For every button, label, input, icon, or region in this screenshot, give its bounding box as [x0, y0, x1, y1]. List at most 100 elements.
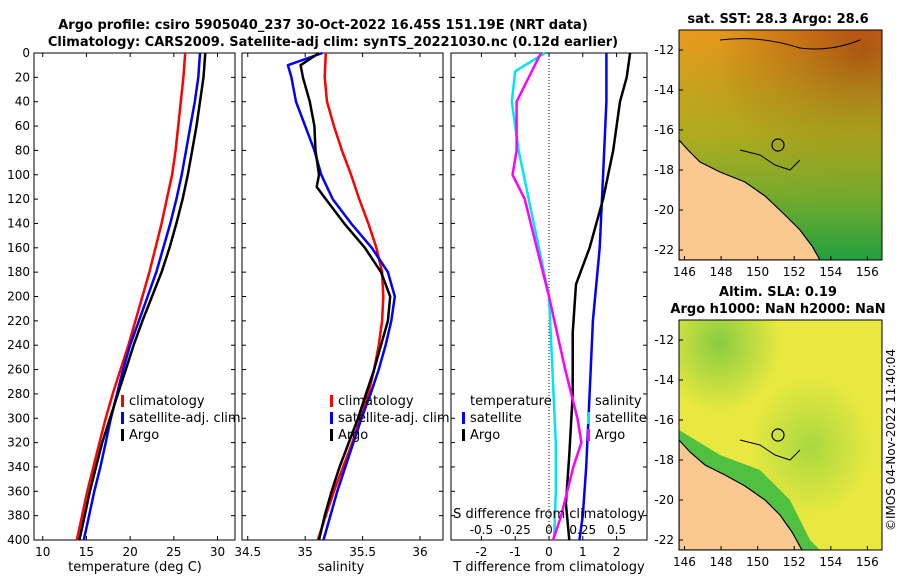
series-satellite-adj-clim [82, 52, 202, 541]
legend-argo-label: Argo [338, 428, 368, 443]
lat-tick-label: -14 [654, 83, 674, 97]
legend-t-argo-label: Argo [470, 428, 500, 443]
lon-tick-label: 150 [746, 265, 769, 279]
lat-tick-label: -16 [654, 123, 674, 137]
legend-t-satellite-swatch [462, 412, 465, 424]
sla-map-panel: Altim. SLA: 0.19 Argo h1000: NaN h2000: … [654, 285, 885, 569]
depth-tick-labels: 0 20 40 60 80 100 120 140 160 180 200 220 240 260 280 3… [7, 46, 235, 547]
s-diff-tick-label: -0.5 [470, 523, 493, 537]
legend-satellite-label: satellite-adj. clim [338, 411, 450, 426]
x-tick-label: -1 [509, 545, 521, 559]
t-difference-tick-labels: -2 -1 0 1 2 [451, 52, 647, 559]
x-tick-label: 1 [579, 545, 587, 559]
difference-series [510, 51, 632, 541]
legend-climatology-swatch [330, 395, 333, 407]
lat-tick-label: -18 [654, 163, 674, 177]
lon-tick-label: 146 [673, 555, 696, 569]
lon-tick-label: 156 [856, 265, 879, 279]
sst-field [679, 30, 882, 260]
series-t-satellite [578, 53, 608, 541]
s-difference-xlabel: S difference from climatology [453, 507, 645, 522]
sla-latitude-labels: -12 -14 -16 -18 -20 -22 [654, 333, 683, 547]
x-tick-label: 15 [79, 545, 94, 559]
sst-latitude-labels: -12 -14 -16 -18 -20 -22 [654, 43, 683, 257]
temperature-xlabel: temperature (deg C) [68, 560, 202, 575]
imos-credit: ©IMOS 04-Nov-2022 11:40:04 [884, 349, 898, 531]
lat-tick-label: -22 [654, 243, 674, 257]
legend-argo-label: Argo [129, 428, 159, 443]
legend-climatology-label: climatology [338, 394, 414, 409]
lat-tick-label: -18 [654, 453, 674, 467]
y-tick-label: 140 [7, 216, 30, 230]
y-tick-label: 280 [7, 387, 30, 401]
lon-tick-label: 156 [856, 555, 879, 569]
sla-longitude-labels: 146 148 150 152 154 156 [673, 546, 879, 569]
lon-tick-label: 154 [819, 555, 842, 569]
series-s-satellite [510, 51, 558, 541]
legend-t-satellite-label: satellite [470, 411, 522, 426]
sst-map-frame [678, 29, 883, 261]
y-tick-label: 240 [7, 338, 30, 352]
reef-outline [739, 149, 801, 171]
series-climatology [316, 52, 385, 541]
lon-tick-label: 150 [746, 555, 769, 569]
y-tick-label: 380 [7, 509, 30, 523]
temperature-legend: climatology satellite-adj. clim Argo [121, 394, 241, 443]
x-tick-label: 10 [35, 545, 50, 559]
y-tick-label: 160 [7, 241, 30, 255]
lon-tick-label: 146 [673, 265, 696, 279]
y-tick-label: 320 [7, 436, 30, 450]
t-difference-xlabel: T difference from climatology [452, 560, 645, 575]
x-tick-label: 35.5 [349, 545, 376, 559]
s-diff-tick-label: 0 [545, 523, 553, 537]
x-tick-label: 2 [613, 545, 621, 559]
lat-tick-label: -16 [654, 413, 674, 427]
y-tick-label: 180 [7, 265, 30, 279]
figure-title-line1: Argo profile: csiro 5905040_237 30-Oct-2… [58, 18, 588, 33]
sst-map-title: sat. SST: 28.3 Argo: 28.6 [687, 12, 868, 27]
sla-map-frame [678, 319, 883, 551]
legend-argo-swatch [330, 429, 333, 441]
lon-tick-label: 152 [783, 555, 806, 569]
profile-location-marker [771, 428, 785, 442]
y-tick-label: 100 [7, 168, 30, 182]
sla-map-title-line1: Altim. SLA: 0.19 [719, 285, 837, 300]
lon-tick-label: 154 [819, 265, 842, 279]
salinity-series [286, 51, 397, 541]
salinity-difference-legend: salinity satellite Argo [587, 394, 647, 443]
temperature-axes-frame [33, 52, 236, 541]
y-tick-label: 40 [15, 95, 30, 109]
x-tick-label: 34.5 [234, 545, 261, 559]
coastline-land [679, 139, 821, 260]
y-tick-label: 400 [7, 533, 30, 547]
x-tick-label: 0 [545, 545, 553, 559]
legend-t-argo-swatch [462, 429, 465, 441]
y-tick-label: 20 [15, 70, 30, 84]
y-tick-label: 60 [15, 119, 30, 133]
s-diff-tick-label: -0.25 [500, 523, 531, 537]
lat-tick-label: -20 [654, 203, 674, 217]
x-tick-label: 30 [210, 545, 225, 559]
y-tick-label: 260 [7, 363, 30, 377]
s-diff-tick-label: 0.5 [607, 523, 626, 537]
legend-temperature-title: temperature [470, 394, 552, 409]
lat-tick-label: -20 [654, 493, 674, 507]
salinity-tick-labels: 34.5 35 35.5 36 [234, 52, 443, 559]
legend-satellite-swatch [330, 412, 333, 424]
x-tick-label: 25 [166, 545, 181, 559]
y-tick-label: 80 [15, 143, 30, 157]
series-satellite-adj-clim [286, 51, 397, 541]
lat-tick-label: -12 [654, 333, 674, 347]
legend-satellite-swatch [121, 412, 124, 424]
y-tick-label: 200 [7, 290, 30, 304]
legend-salinity-title: salinity [595, 394, 642, 409]
temperature-series [75, 52, 207, 541]
sst-longitude-labels: 146 148 150 152 154 156 [673, 256, 879, 279]
legend-climatology-swatch [121, 395, 124, 407]
y-tick-label: 340 [7, 460, 30, 474]
salinity-panel: 34.5 35 35.5 36 salinity climatology satell… [234, 51, 450, 575]
series-t-argo [564, 52, 632, 541]
y-tick-label: 120 [7, 192, 30, 206]
lat-tick-label: -12 [654, 43, 674, 57]
